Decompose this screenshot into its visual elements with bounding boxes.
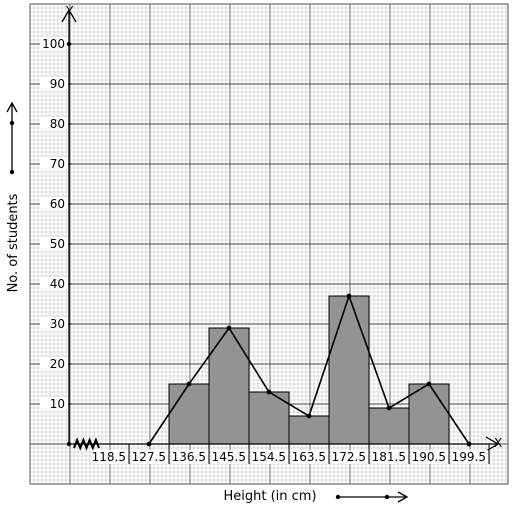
y-direction-dot bbox=[9, 169, 15, 175]
y-tick-label-bg bbox=[40, 37, 68, 49]
direction-arrows bbox=[6, 101, 409, 503]
x-tick-label: 154.5 bbox=[252, 450, 286, 464]
x-axis-break-zigzag bbox=[73, 437, 100, 451]
frequency-polygon-point bbox=[226, 325, 232, 331]
y-axis-letter: Y bbox=[65, 4, 74, 18]
x-tick-label-bg bbox=[212, 450, 248, 464]
y-direction-arrowhead bbox=[6, 101, 18, 113]
grid-border bbox=[29, 3, 509, 485]
y-tick-label: 10 bbox=[50, 397, 65, 411]
x-tick-label-bg bbox=[132, 450, 168, 464]
frequency-polygon-point bbox=[266, 389, 272, 395]
y-tick-label-bg bbox=[40, 77, 68, 89]
y-tick-label: 100 bbox=[42, 37, 65, 51]
x-tick-label: 190.5 bbox=[412, 450, 446, 464]
x-tick-label: 136.5 bbox=[172, 450, 206, 464]
x-tick-label-bg bbox=[252, 450, 288, 464]
y-tick-label: 30 bbox=[50, 317, 65, 331]
y-tick-label: 70 bbox=[50, 157, 65, 171]
y-tick-label-bg bbox=[40, 397, 68, 409]
y-tick-label-bg bbox=[40, 277, 68, 289]
y-tick-label-bg bbox=[40, 237, 68, 249]
x-axis-title: Height (in cm) bbox=[223, 489, 316, 504]
x-tick-label-bg bbox=[412, 450, 448, 464]
x-tick-label-bg bbox=[92, 450, 128, 464]
frequency-polygon-point bbox=[426, 381, 432, 387]
x-tick-label: 145.5 bbox=[212, 450, 246, 464]
x-direction-arrowhead bbox=[397, 491, 409, 503]
y-direction-dot bbox=[9, 120, 15, 126]
x-axis-letter: X bbox=[494, 436, 502, 450]
x-tick-label-bg bbox=[332, 450, 368, 464]
x-axis-arrowhead bbox=[485, 436, 500, 452]
x-tick-label-bg bbox=[292, 450, 328, 464]
frequency-polygon-point bbox=[346, 293, 352, 299]
y-tick-label: 80 bbox=[50, 117, 65, 131]
x-direction-dot bbox=[384, 494, 390, 500]
x-tick-label-bg bbox=[172, 450, 208, 464]
histogram-bar bbox=[368, 407, 410, 445]
y-tick-label-bg bbox=[40, 117, 68, 129]
tick-labels: 10 20 30 40 50 60 70 80 90 100 118.5 127.5 136.5 145.… bbox=[40, 37, 490, 464]
histogram-bar bbox=[288, 415, 330, 445]
histogram-bar bbox=[328, 295, 370, 445]
histogram-bar bbox=[208, 327, 250, 445]
axes: X Y bbox=[61, 4, 502, 452]
x-tick-label: 172.5 bbox=[332, 450, 366, 464]
y-tick-label: 50 bbox=[50, 237, 65, 251]
x-tick-label: 181.5 bbox=[372, 450, 406, 464]
x-tick-label-bg bbox=[452, 450, 488, 464]
x-tick-label: 163.5 bbox=[292, 450, 326, 464]
y-tick-label-bg bbox=[40, 197, 68, 209]
y-tick-label: 90 bbox=[50, 77, 65, 91]
x-tick-label: 118.5 bbox=[92, 450, 126, 464]
x-tick-label: 127.5 bbox=[132, 450, 166, 464]
y-tick-label: 60 bbox=[50, 197, 65, 211]
histogram-bar bbox=[168, 383, 210, 445]
x-end-dot bbox=[466, 441, 472, 447]
frequency-polygon-point bbox=[186, 381, 192, 387]
frequency-polygon-point bbox=[386, 405, 392, 411]
axis-titles: Height (in cm) No. of students bbox=[6, 193, 317, 504]
frequency-polygon-point bbox=[306, 413, 312, 419]
y-tick-label-bg bbox=[40, 157, 68, 169]
y-axis-title: No. of students bbox=[6, 193, 21, 292]
y-tick-label: 20 bbox=[50, 357, 65, 371]
y-top-dot bbox=[66, 41, 72, 47]
y-axis-arrowhead bbox=[61, 8, 77, 23]
y-tick-label: 40 bbox=[50, 277, 65, 291]
y-tick-label-bg bbox=[40, 357, 68, 369]
x-tick-label-bg bbox=[372, 450, 408, 464]
frequency-polygon bbox=[146, 293, 472, 447]
histogram-bars bbox=[168, 295, 450, 445]
origin-dot bbox=[66, 441, 72, 447]
frequency-polygon-point bbox=[146, 441, 152, 447]
y-tick-label-bg bbox=[40, 317, 68, 329]
x-tick-label: 199.5 bbox=[452, 450, 486, 464]
x-direction-dot bbox=[335, 494, 341, 500]
